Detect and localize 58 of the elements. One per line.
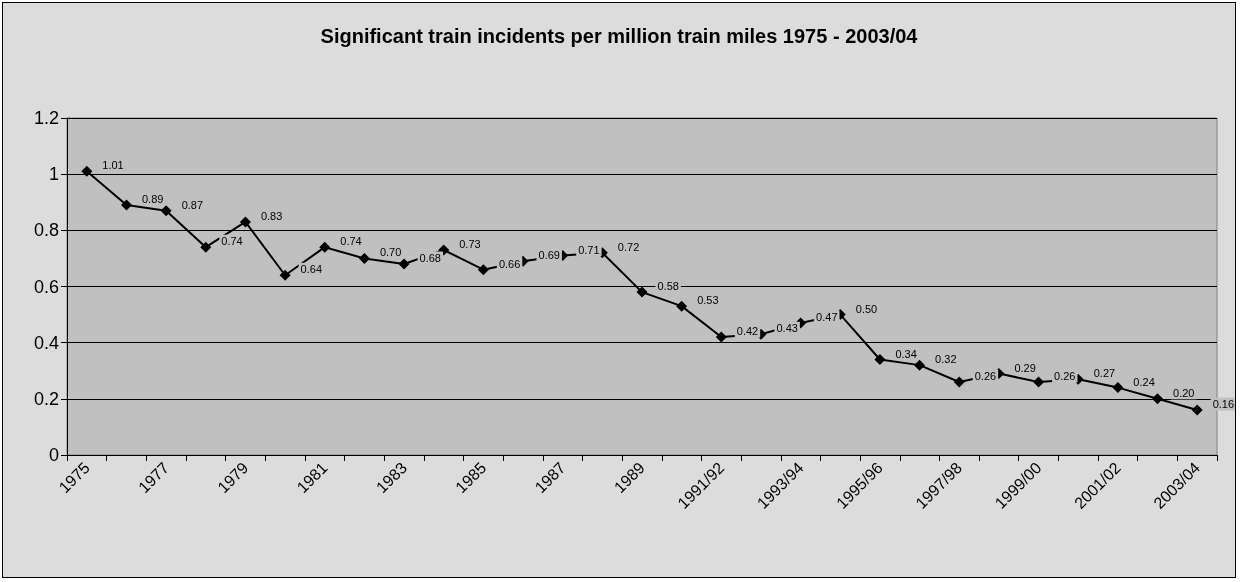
data-label: 0.27 [1093,367,1116,380]
point [636,286,648,298]
data-label: 0.16 [1212,398,1235,411]
y-tick-label: 0.4 [33,332,59,353]
data-label: 0.74 [340,235,362,248]
point [319,241,331,253]
point [279,269,291,281]
point [676,300,688,312]
y-tick-label: 0 [48,445,59,465]
data-label: 0.89 [141,193,164,206]
data-label: 0.68 [419,252,441,265]
data-label: 0.83 [260,209,283,222]
point [81,165,93,177]
data-label: 0.74 [221,235,243,248]
data-label: 0.26 [974,369,997,382]
point [1152,393,1164,405]
data-label: 0.87 [181,198,204,211]
chart-title: Significant train incidents per million train miles 1975 - 2003/04 [320,25,919,47]
data-label: 0.72 [617,240,640,253]
data-label: 0.24 [1133,375,1155,388]
data-label: 0.50 [855,302,878,315]
point [914,359,926,371]
data-label: 0.58 [657,280,679,293]
data-label: 0.29 [1014,361,1036,374]
data-label: 1.01 [102,159,124,172]
point [953,376,965,388]
data-label: 0.69 [538,249,560,262]
y-tick-label: 0.2 [33,388,59,409]
point [477,264,489,276]
data-label: 0.26 [1054,369,1076,382]
data-label: 0.73 [459,237,481,250]
data-label: 0.47 [816,311,838,324]
point [1112,382,1124,394]
data-label: 0.20 [1173,386,1195,399]
point [398,258,410,270]
point [200,241,212,253]
data-label: 0.32 [935,353,957,366]
y-tick-label: 1.2 [33,108,59,128]
point [1033,376,1045,388]
point [358,252,370,264]
y-tick-label: 0.8 [33,220,59,241]
data-label: 0.66 [498,257,521,270]
data-label: 0.70 [379,246,402,259]
y-tick-label: 1 [48,164,59,185]
data-label: 0.42 [736,325,759,338]
point [239,216,251,228]
y-tick-label: 0.6 [33,276,59,297]
point [1191,404,1203,416]
data-label: 0.64 [300,263,323,276]
data-label: 0.53 [697,294,719,307]
data-label: 0.71 [578,243,600,256]
point [438,244,450,256]
point [120,199,132,211]
data-label: 0.43 [776,322,798,335]
point [160,205,172,217]
point [874,354,886,366]
data-label: 0.34 [895,347,917,360]
point [715,331,727,343]
